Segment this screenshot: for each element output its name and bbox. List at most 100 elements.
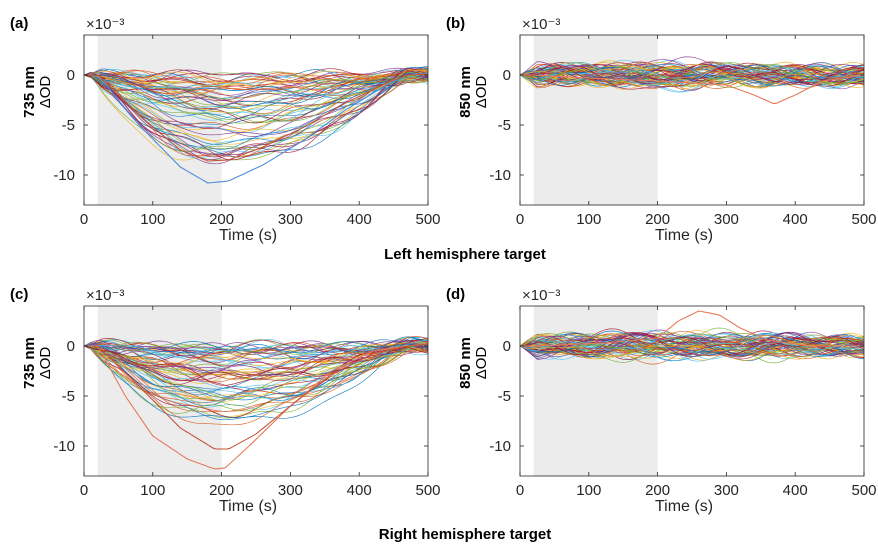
series-line [84, 341, 428, 403]
axes-box [519, 34, 865, 206]
series-line [84, 74, 428, 100]
stimulus-shading [533, 35, 658, 205]
x-tick-label: 0 [80, 211, 88, 228]
x-tick-label: 400 [347, 482, 372, 499]
series-line [84, 70, 428, 87]
x-axis-label: Time (s) [219, 498, 277, 515]
y-axis-label-wavelength: 850 nm [457, 337, 474, 389]
series-line [84, 69, 428, 93]
y-tick-label: -10 [489, 167, 511, 184]
exponent-label: ×10⁻³ [522, 16, 560, 33]
x-axis-label: Time (s) [655, 498, 713, 515]
exponent-label: ×10⁻³ [86, 16, 124, 33]
caption-left-hemisphere: Left hemisphere target [384, 246, 546, 263]
series-line [520, 65, 864, 86]
y-tick-label: -5 [62, 388, 75, 405]
x-tick-label: 300 [714, 211, 739, 228]
series-line [520, 59, 864, 82]
x-tick-label: 300 [278, 211, 303, 228]
y-tick-label: -10 [53, 167, 75, 184]
series-line [520, 338, 864, 361]
panel-label: (a) [10, 15, 28, 32]
curve-group [84, 336, 428, 470]
series-line [84, 73, 428, 150]
y-axis-label-wavelength: 735 nm [21, 337, 38, 389]
x-tick-label: 500 [851, 482, 876, 499]
highlight-curve [520, 310, 864, 347]
y-tick-label: 0 [503, 67, 511, 84]
x-tick-label: 0 [516, 211, 524, 228]
y-tick-label: -5 [498, 388, 511, 405]
series-line [84, 70, 428, 125]
series-line [84, 340, 428, 357]
series-line [520, 336, 864, 355]
x-axis-label: Time (s) [219, 227, 277, 244]
panel-d: 0 100 200 300 400 500 0 -5 -10 Time (s) ×10⁻³ (d) 85… [446, 286, 877, 515]
series-line [84, 68, 428, 148]
series-line [84, 67, 428, 158]
y-axis-label-wavelength: 850 nm [457, 66, 474, 118]
panel-label: (b) [446, 15, 465, 32]
x-tick-label: 500 [851, 211, 876, 228]
y-axis-label-unit: ΔOD [37, 76, 54, 109]
y-tick-label: 0 [67, 338, 75, 355]
series-line [84, 341, 428, 367]
series-line [84, 74, 428, 134]
panel-c: 0 100 200 300 400 500 0 -5 -10 Time (s) ×10⁻³ (c) 73… [10, 286, 441, 515]
series-line [84, 344, 428, 419]
highlight-curve [84, 342, 428, 470]
x-tick-label: 400 [783, 482, 808, 499]
series-line [84, 72, 428, 109]
y-tick-label: -10 [53, 438, 75, 455]
series-line [84, 66, 428, 98]
series-line [84, 72, 428, 124]
series-line [84, 67, 428, 102]
highlight-curve [84, 73, 428, 162]
y-tick-label: 0 [67, 67, 75, 84]
y-axis-label-unit: ΔOD [473, 76, 490, 109]
y-tick-label: -10 [489, 438, 511, 455]
highlight-curve [520, 74, 864, 104]
series-line [84, 338, 428, 355]
series-line [84, 69, 428, 161]
series-line [84, 70, 428, 161]
axes-box [519, 305, 865, 477]
x-tick-label: 100 [140, 482, 165, 499]
stimulus-shading [533, 306, 658, 476]
series-line [84, 74, 428, 99]
series-line [520, 332, 864, 355]
x-tick-label: 500 [415, 211, 440, 228]
x-tick-label: 300 [278, 482, 303, 499]
x-tick-label: 0 [80, 482, 88, 499]
panel-label: (c) [10, 286, 28, 303]
series-line [84, 339, 428, 360]
panel-a: 0 100 200 300 400 500 0 -5 -10 Time (s) ×10⁻³ (a) 73… [10, 15, 441, 244]
y-tick-label: 0 [503, 338, 511, 355]
series-line [520, 331, 864, 360]
curve-group [520, 310, 864, 365]
axes-box [83, 34, 429, 206]
series-line [84, 336, 428, 367]
series-line [520, 341, 864, 362]
x-axis-label: Time (s) [655, 227, 713, 244]
series-line [520, 63, 864, 87]
series-line [520, 336, 864, 356]
series-line [84, 72, 428, 161]
x-tick-label: 100 [576, 211, 601, 228]
highlight-curve [84, 72, 428, 184]
series-line [520, 65, 864, 84]
series-line [84, 73, 428, 130]
x-tick-label: 200 [645, 482, 670, 499]
series-line [84, 339, 428, 407]
x-tick-label: 400 [347, 211, 372, 228]
x-tick-label: 200 [209, 482, 234, 499]
x-tick-label: 200 [645, 211, 670, 228]
series-line [84, 69, 428, 95]
series-line [520, 63, 864, 86]
curve-group [84, 66, 428, 184]
x-tick-label: 200 [209, 211, 234, 228]
series-line [520, 61, 864, 90]
x-tick-label: 500 [415, 482, 440, 499]
series-line [520, 332, 864, 357]
